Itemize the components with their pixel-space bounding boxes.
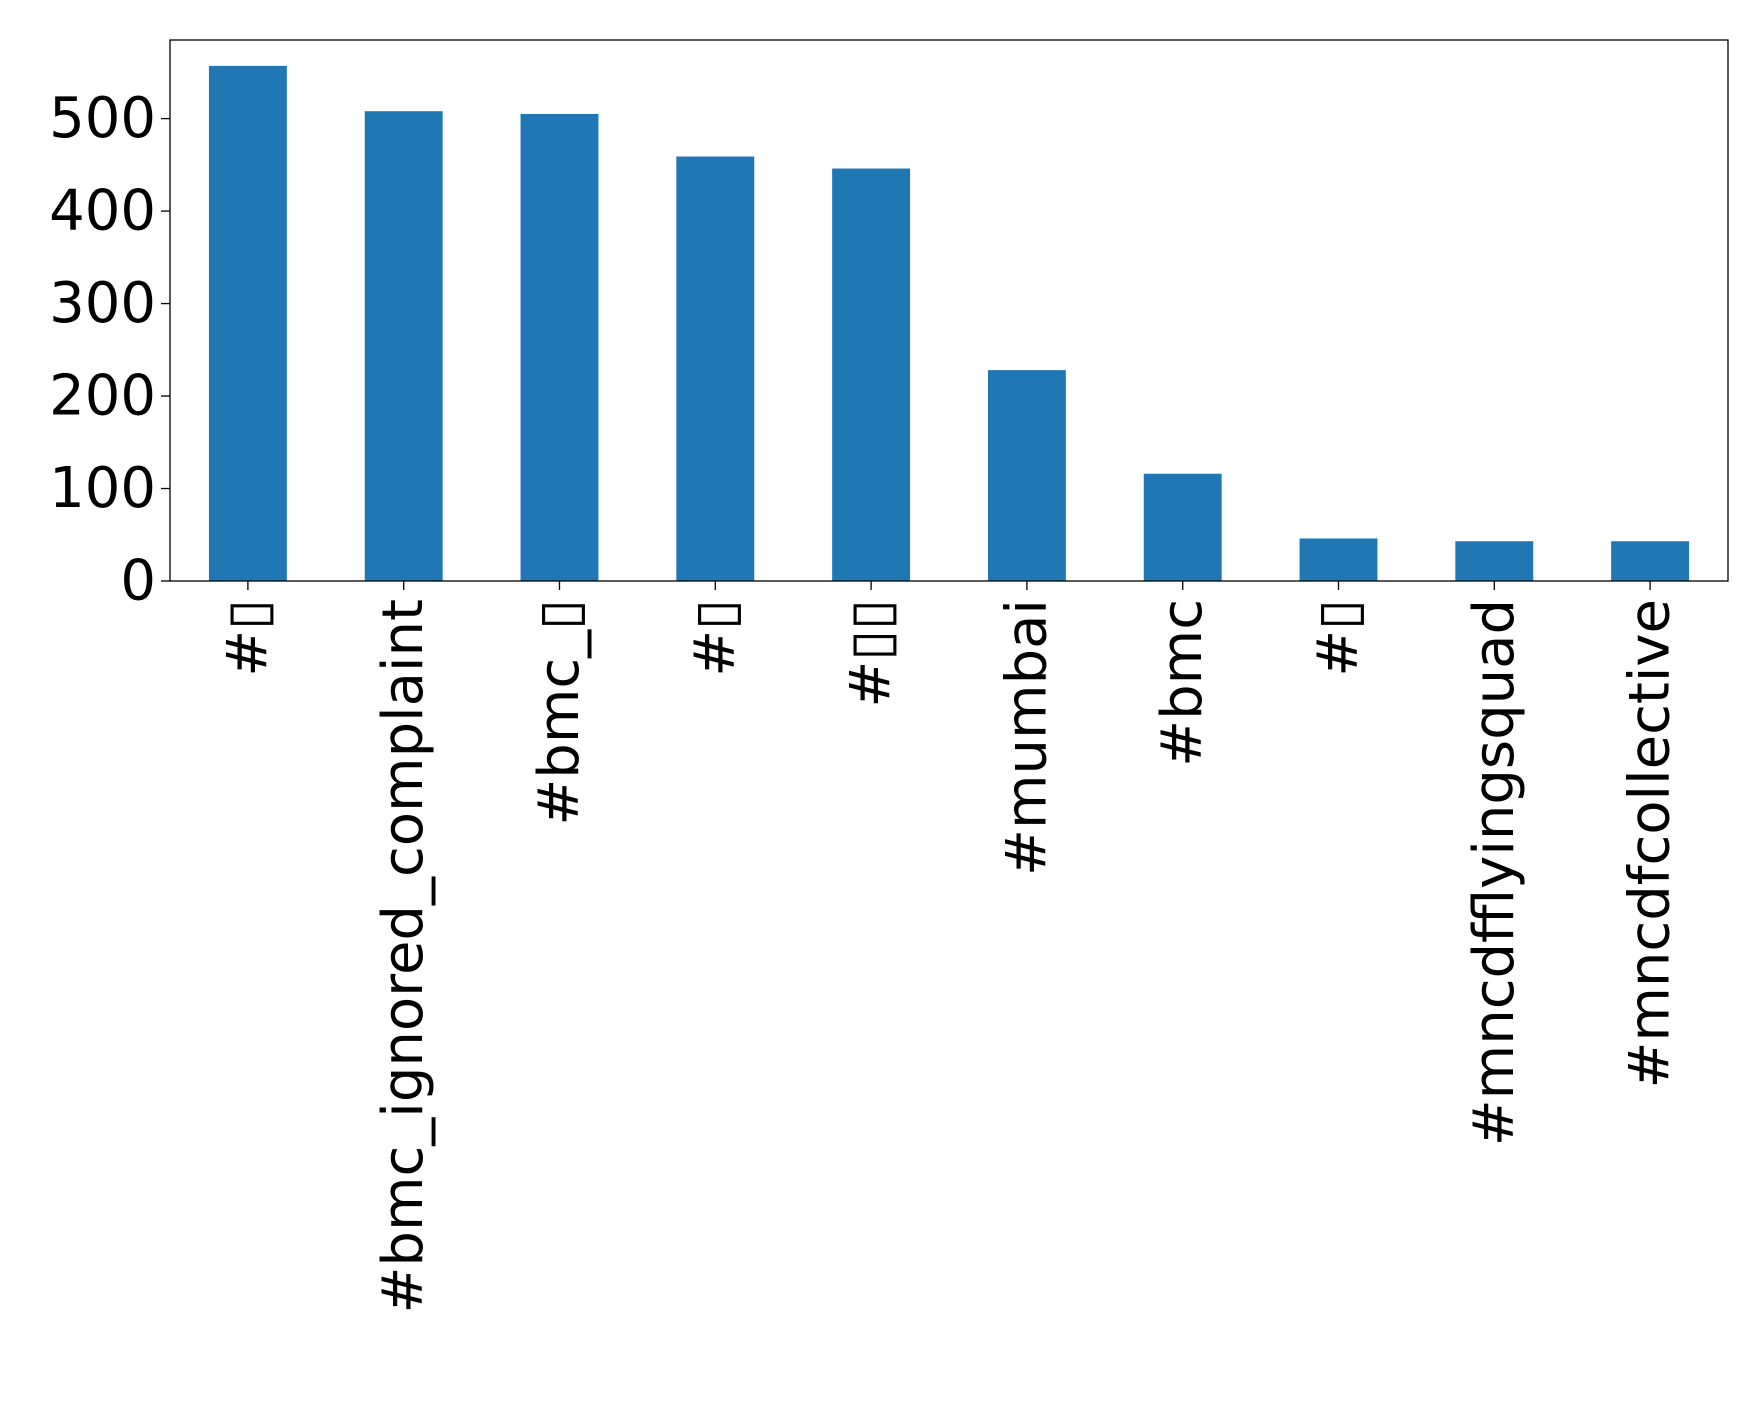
bar-9 (1611, 541, 1690, 581)
x-tick-label: #▯▯ (839, 599, 904, 708)
x-tick-label: #bmc_ignored_complaint (371, 599, 436, 1314)
bar-5 (987, 370, 1066, 581)
plot-frame (169, 39, 1729, 582)
y-tick-label: 0 (120, 549, 156, 614)
y-tick-label: 500 (49, 86, 156, 151)
bars-group (208, 65, 1690, 582)
x-tick-label: #▯ (683, 599, 748, 677)
x-tick-label: #▯ (215, 599, 280, 677)
bar-4 (832, 168, 911, 582)
y-tick-label: 300 (49, 271, 156, 336)
bar-8 (1455, 541, 1534, 581)
bar-0 (208, 65, 287, 581)
y-tick-label: 200 (49, 364, 156, 429)
bar-3 (676, 156, 755, 581)
bar-7 (1299, 538, 1378, 581)
x-tick-label: #mncdfcollective (1618, 599, 1683, 1089)
bar-2 (520, 113, 599, 581)
x-tick-label: #▯ (1306, 599, 1371, 677)
y-tick-label: 100 (49, 456, 156, 521)
bar-1 (364, 111, 443, 581)
x-axis: #▯ #bmc_ignored_complaint #bmc_▯ #▯ #▯▯ #mumb… (215, 581, 1683, 1314)
x-tick-label: #mncdfflyingsquad (1462, 599, 1527, 1146)
x-tick-label: #mumbai (994, 599, 1059, 876)
x-tick-label: #bmc_▯ (527, 599, 592, 826)
y-tick-label: 400 (49, 179, 156, 244)
y-axis: 0 100 200 300 400 500 (49, 86, 170, 614)
x-tick-label: #bmc (1150, 599, 1215, 767)
bar-6 (1143, 473, 1222, 581)
